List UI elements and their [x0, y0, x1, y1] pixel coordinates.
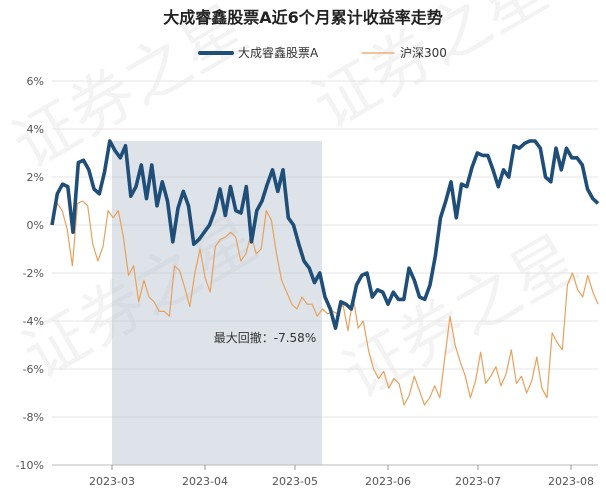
x-tick-label: 2023-03: [89, 475, 135, 488]
series-line-fund: [50, 139, 600, 330]
series-line-index: [51, 200, 599, 406]
y-tick-label: -8%: [23, 411, 44, 424]
x-tick-label: 2023-08: [548, 475, 594, 488]
y-tick-label: 4%: [27, 123, 44, 136]
legend-label-fund: 大成睿鑫股票A: [238, 45, 319, 60]
y-tick-label: 0%: [27, 219, 44, 232]
x-tick-label: 2023-06: [365, 475, 411, 488]
x-tick-label: 2023-05: [272, 475, 318, 488]
legend-label-index: 沪深300: [400, 46, 447, 60]
y-tick-label: 6%: [27, 75, 44, 88]
chart-title: 大成睿鑫股票A近6个月累计收益率走势: [163, 8, 443, 27]
watermark-text: 证券之星: [331, 222, 590, 414]
x-tick-label: 2023-07: [455, 475, 501, 488]
y-tick-label: -4%: [23, 315, 44, 328]
y-tick-label: -6%: [23, 363, 44, 376]
y-tick-label: 2%: [27, 171, 44, 184]
max-drawdown-label: 最大回撤：-7.58%: [214, 330, 316, 345]
y-tick-label: -10%: [16, 459, 44, 472]
x-tick-label: 2023-04: [182, 475, 228, 488]
y-tick-label: -2%: [23, 267, 44, 280]
